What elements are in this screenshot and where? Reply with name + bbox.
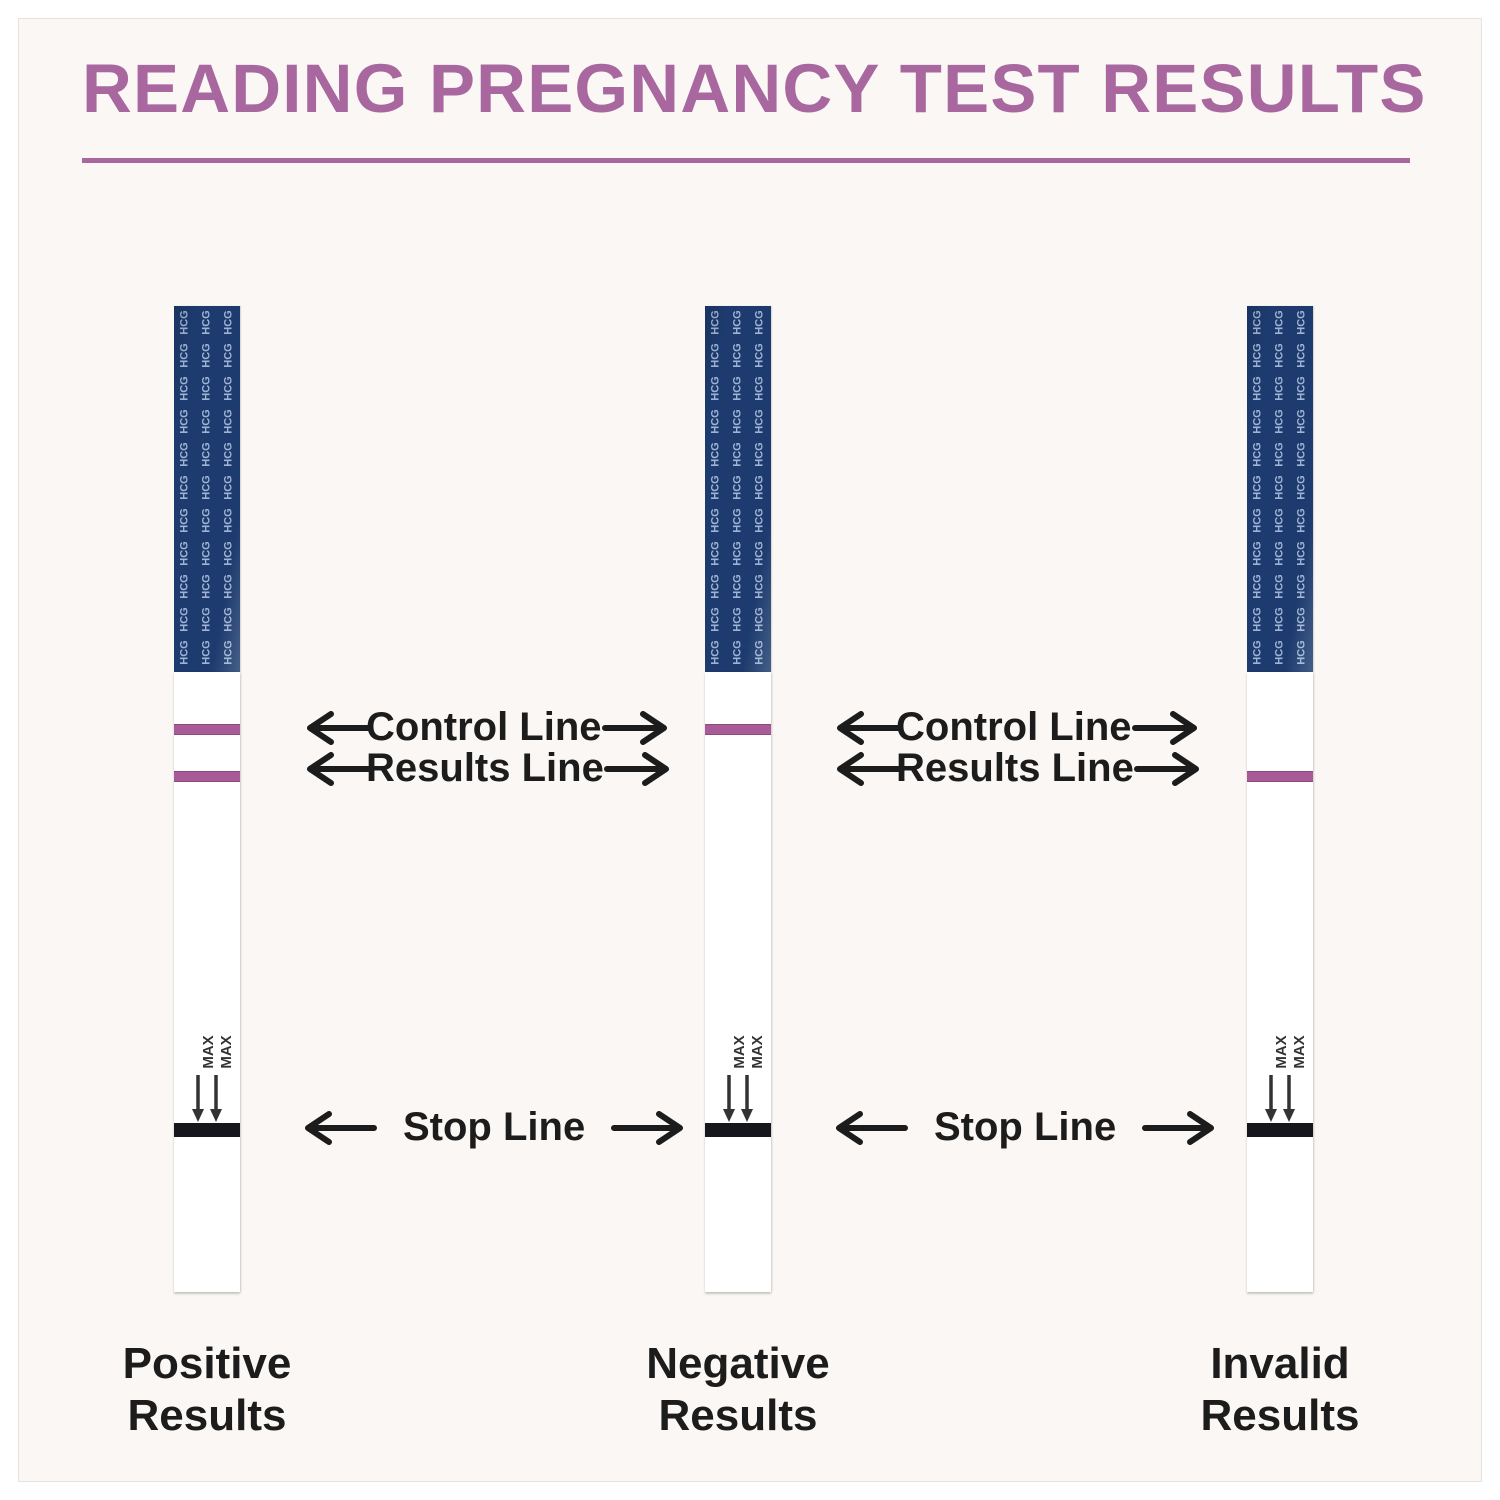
svg-text:MAX: MAX (200, 1035, 217, 1068)
svg-text:MAX: MAX (1273, 1035, 1290, 1068)
svg-text:MAX: MAX (749, 1035, 766, 1068)
svg-text:MAX: MAX (218, 1035, 235, 1068)
svg-text:MAX: MAX (1291, 1035, 1308, 1068)
svg-text:MAX: MAX (731, 1035, 748, 1068)
